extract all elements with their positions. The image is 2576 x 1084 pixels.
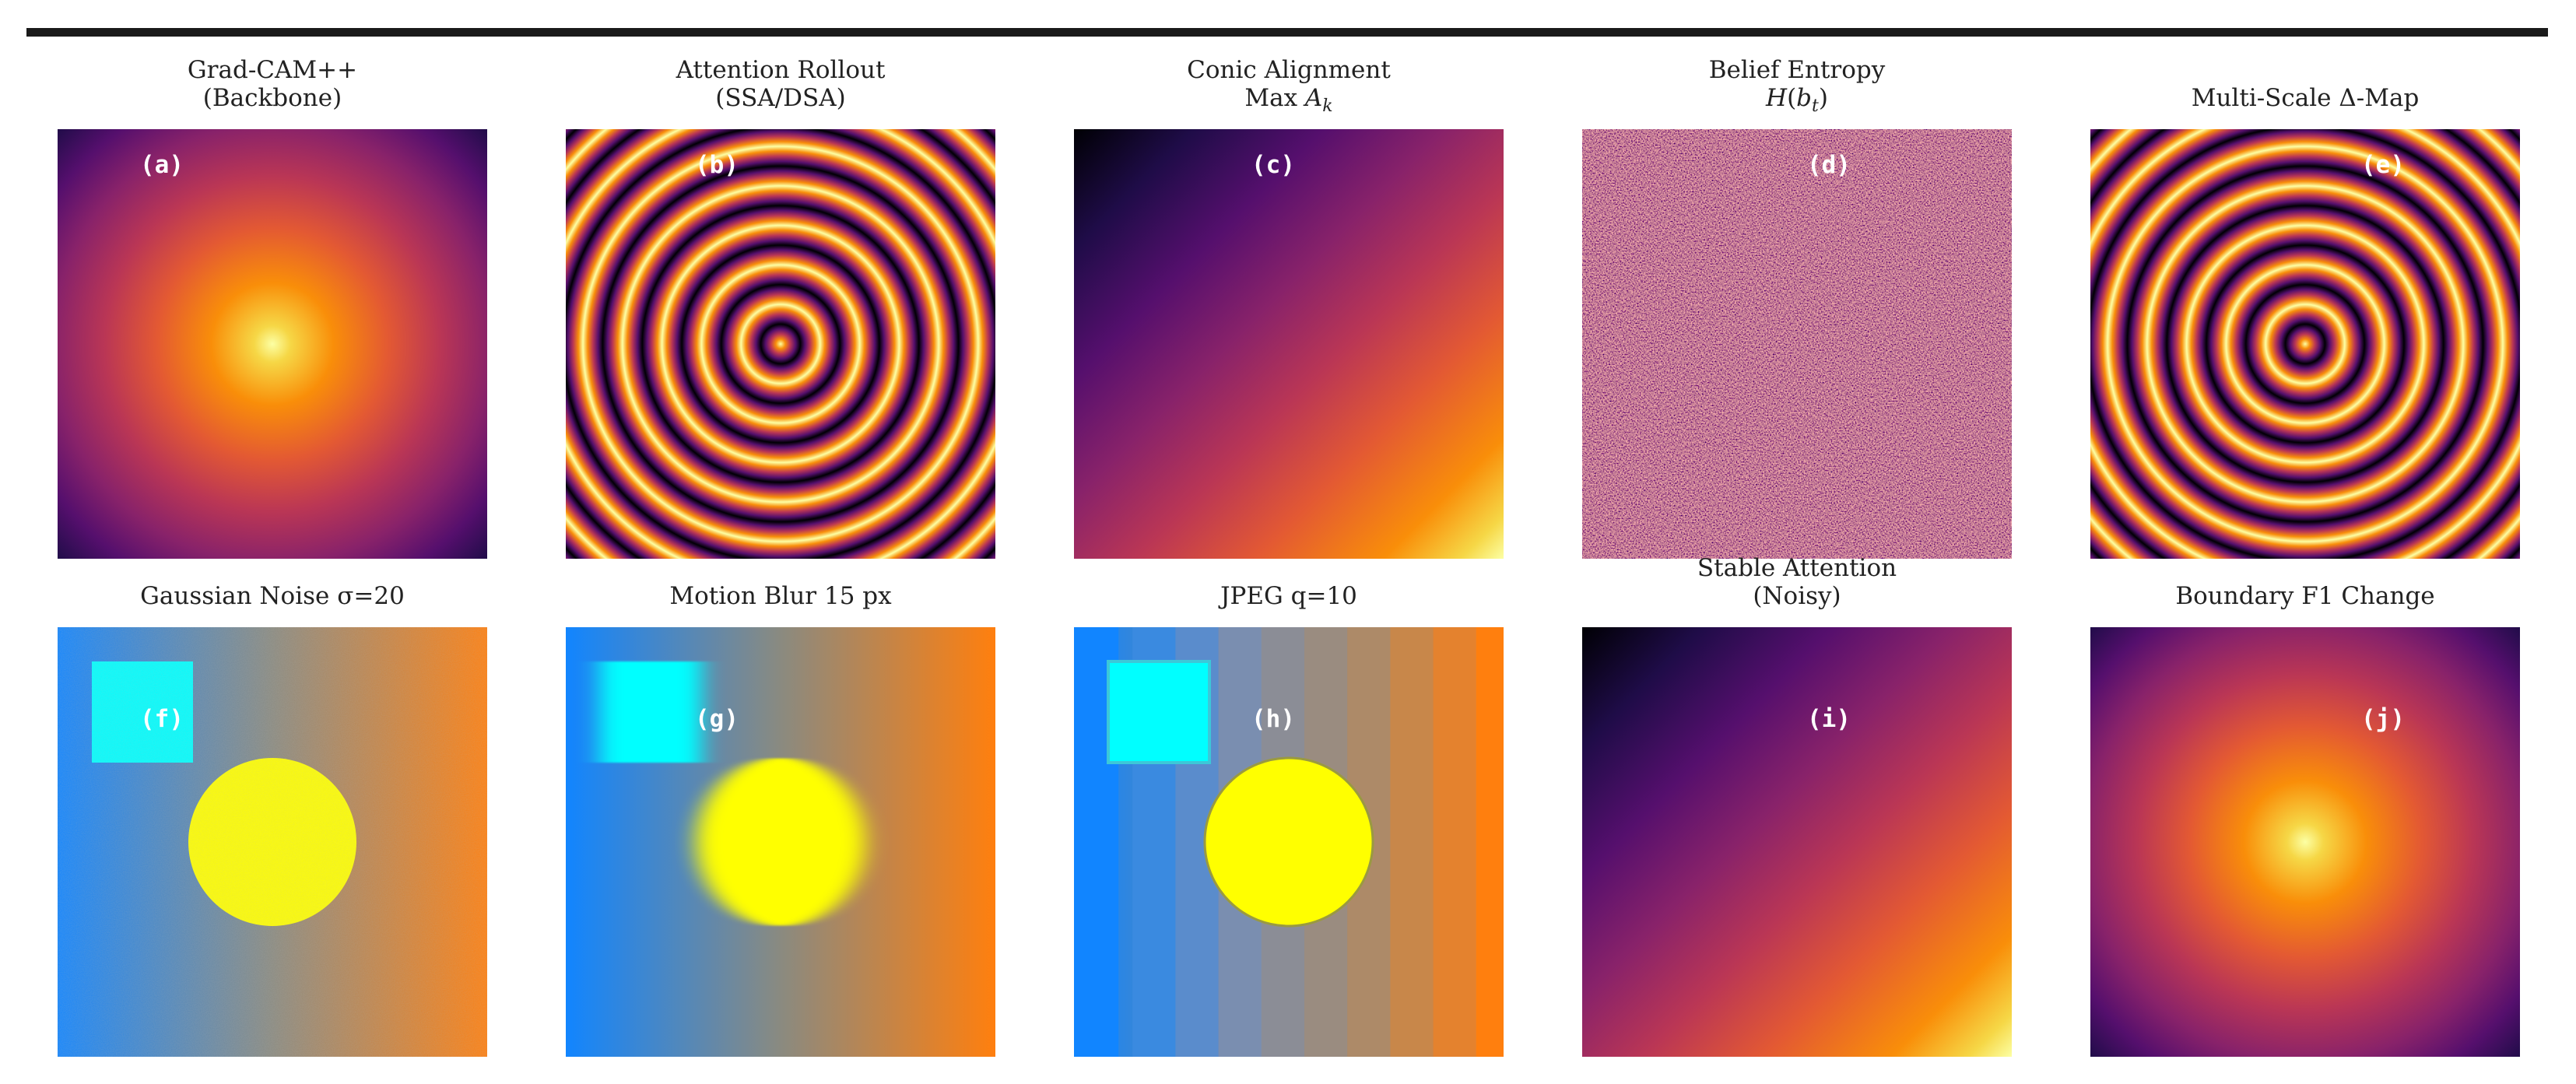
panel-a-canvas <box>58 129 487 559</box>
panel-h-canvas <box>1074 627 1504 1057</box>
panel-i-title-line: (Noisy) <box>1753 582 1841 610</box>
panel-e-title-line: Multi-Scale Δ-Map <box>2191 84 2420 112</box>
panel-i-title: Stable Attention (Noisy) <box>1525 554 2069 610</box>
scene-square <box>1107 660 1211 764</box>
panel-f-image <box>58 627 487 1057</box>
panel-b-title: Attention Rollout (SSA/DSA) <box>508 56 1053 112</box>
panel-g-image <box>566 627 995 1057</box>
noise-overlay <box>58 627 487 1057</box>
panel-g-title-line: Motion Blur 15 px <box>669 582 892 610</box>
scene-square <box>600 661 701 763</box>
panel-h-title-line: JPEG q=10 <box>1220 582 1357 610</box>
panel-j-image <box>2090 627 2520 1057</box>
panel-j-canvas <box>2090 627 2520 1057</box>
heatmap-fill <box>1582 627 2012 1057</box>
panel-j-title: Boundary F1 Change <box>2033 582 2576 610</box>
jpeg-block <box>1390 627 1435 1057</box>
panel-g-canvas <box>566 627 995 1057</box>
panel-i-image <box>1582 627 2012 1057</box>
panel-e-canvas <box>2090 129 2520 559</box>
top-rule <box>26 28 2548 37</box>
panel-d-label: (d) <box>1807 151 1851 179</box>
panel-h-title: JPEG q=10 <box>1016 582 1561 610</box>
panel-c-title-line: Max Ak <box>1244 84 1333 117</box>
panel-a-title-line: Grad-CAM++ <box>187 56 358 84</box>
rings-fill <box>2090 129 2520 559</box>
panel-d-title: Belief Entropy H(bt) <box>1525 56 2069 121</box>
panel-b-title-line: Attention Rollout <box>676 56 886 84</box>
rings-fill <box>566 129 995 559</box>
panel-d-title-line: Belief Entropy <box>1708 56 1886 84</box>
panel-j-label: (j) <box>2361 705 2405 733</box>
panel-c-label: (c) <box>1251 151 1295 179</box>
panel-b-label: (b) <box>695 151 739 179</box>
heatmap-fill <box>58 129 487 559</box>
panel-e-title: Multi-Scale Δ-Map <box>2033 84 2576 112</box>
panel-c-image <box>1074 129 1504 559</box>
heatmap-fill <box>2090 627 2520 1057</box>
entropy-noise <box>1582 129 2012 559</box>
panel-d-title-line: H(bt) <box>1766 84 1828 117</box>
heatmap-fill <box>1074 129 1504 559</box>
panel-f-title: Gaussian Noise σ=20 <box>0 582 545 610</box>
panel-a-title-line: (Backbone) <box>202 84 342 112</box>
panel-e-image <box>2090 129 2520 559</box>
panel-d-canvas <box>1582 129 2012 559</box>
panel-a-image <box>58 129 487 559</box>
panel-b-canvas <box>566 129 995 559</box>
panel-b-image <box>566 129 995 559</box>
scene-circle <box>1203 756 1374 928</box>
panel-i-canvas <box>1582 627 2012 1057</box>
panel-c-title-line: Conic Alignment <box>1187 56 1391 84</box>
panel-f-title-line: Gaussian Noise σ=20 <box>140 582 405 610</box>
jpeg-block <box>1433 627 1478 1057</box>
panel-g-title: Motion Blur 15 px <box>508 582 1053 610</box>
panel-g-label: (g) <box>695 705 739 733</box>
panel-f-label: (f) <box>140 705 184 733</box>
panel-d-image <box>1582 129 2012 559</box>
scene-circle <box>697 758 865 926</box>
panel-h-image <box>1074 627 1504 1057</box>
panel-i-label: (i) <box>1807 705 1851 733</box>
panel-j-title-line: Boundary F1 Change <box>2175 582 2435 610</box>
panel-b-title-line: (SSA/DSA) <box>715 84 846 112</box>
panel-c-title: Conic Alignment Max Ak <box>1016 56 1561 121</box>
panel-i-title-line: Stable Attention <box>1697 554 1897 582</box>
panel-a-label: (a) <box>140 151 184 179</box>
panel-h-label: (h) <box>1251 705 1295 733</box>
panel-e-label: (e) <box>2361 151 2405 179</box>
panel-f-canvas <box>58 627 487 1057</box>
panel-a-title: Grad-CAM++ (Backbone) <box>0 56 545 112</box>
panel-c-canvas <box>1074 129 1504 559</box>
jpeg-block <box>1476 627 1504 1057</box>
